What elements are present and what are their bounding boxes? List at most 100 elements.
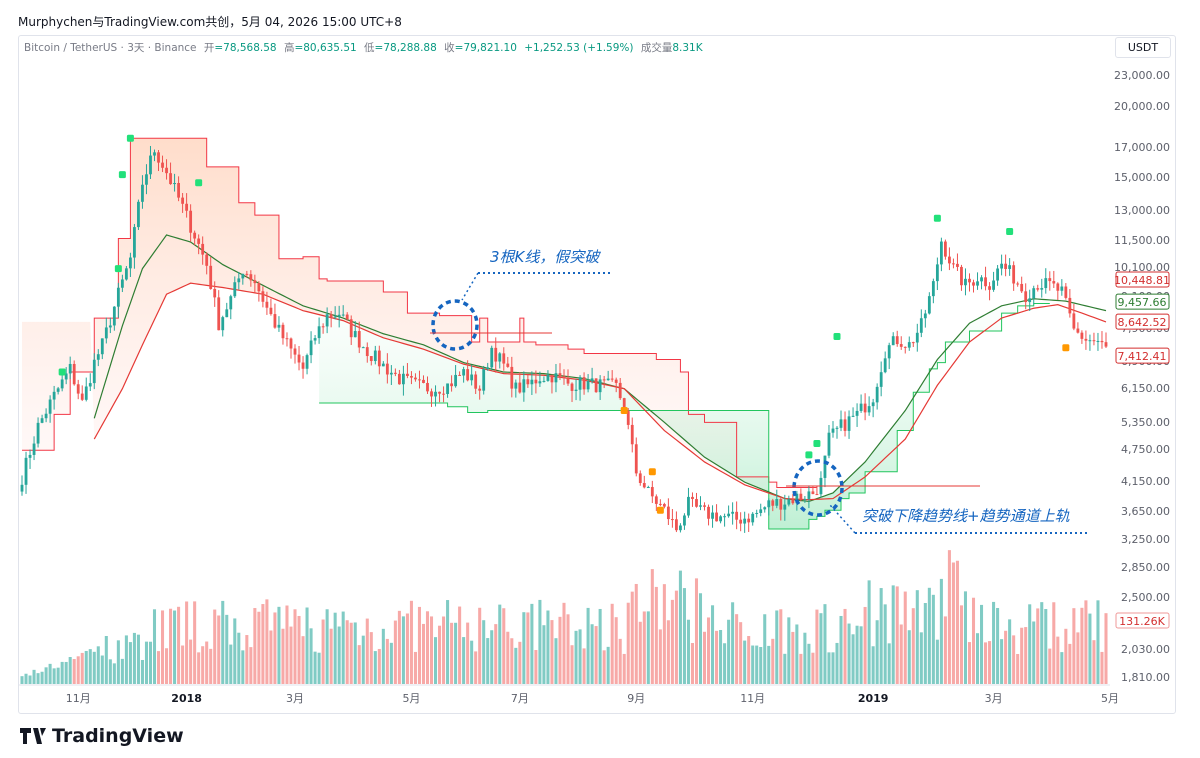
volume-bar bbox=[947, 550, 951, 684]
candle-body bbox=[84, 386, 88, 400]
open-label: 开 bbox=[203, 42, 215, 54]
candle-body bbox=[414, 377, 417, 380]
volume-bar bbox=[470, 640, 474, 684]
volume-bar bbox=[297, 615, 301, 684]
candle-body bbox=[695, 499, 698, 507]
candle-body bbox=[116, 287, 120, 307]
volume-bar bbox=[32, 669, 36, 684]
candle-body bbox=[1036, 288, 1040, 290]
volume-bar bbox=[417, 606, 421, 684]
volume-bar bbox=[369, 632, 373, 684]
candle-body bbox=[100, 338, 104, 355]
candle-body bbox=[634, 444, 638, 474]
currency-button[interactable]: USDT bbox=[1115, 37, 1171, 58]
candle-body bbox=[779, 499, 783, 510]
volume-bar bbox=[80, 652, 84, 684]
high-label: 高 bbox=[283, 42, 295, 54]
candle-body bbox=[165, 167, 168, 174]
candle-body bbox=[1044, 278, 1048, 289]
candle-body bbox=[683, 515, 686, 526]
volume-bar bbox=[980, 604, 984, 684]
candle-body bbox=[273, 314, 277, 328]
volume-bar bbox=[686, 619, 690, 684]
candle-body bbox=[927, 296, 931, 314]
buy-signal-marker bbox=[126, 134, 134, 142]
candle-body bbox=[956, 263, 959, 267]
price-tick-label: 23,000.00 bbox=[1114, 69, 1170, 82]
candle-body bbox=[141, 184, 144, 202]
volume-bar bbox=[289, 626, 293, 684]
volume-bar bbox=[1000, 639, 1004, 684]
volume-bar bbox=[911, 608, 915, 684]
volume-bar bbox=[1088, 613, 1092, 684]
candle-body bbox=[1068, 297, 1072, 314]
candle-body bbox=[157, 152, 160, 163]
candle-body bbox=[434, 391, 437, 397]
candle-body bbox=[442, 393, 445, 395]
volume-bar bbox=[658, 629, 662, 684]
volume-bar bbox=[442, 616, 446, 684]
candle-body bbox=[349, 319, 353, 338]
volume-bar bbox=[883, 604, 887, 684]
volume-bar bbox=[518, 641, 522, 684]
volume-bar bbox=[100, 655, 104, 684]
candle-body bbox=[137, 201, 140, 228]
volume-bar bbox=[622, 653, 626, 684]
candle-body bbox=[466, 369, 470, 381]
volume-bar bbox=[434, 637, 438, 684]
candle-body bbox=[289, 338, 293, 349]
sell-signal-marker bbox=[656, 506, 664, 514]
volume-bar bbox=[1044, 609, 1048, 684]
volume-bar bbox=[763, 614, 767, 684]
candle-body bbox=[747, 518, 751, 523]
price-tag-box bbox=[1115, 271, 1170, 288]
candle-body bbox=[462, 369, 466, 376]
volume-bar bbox=[377, 648, 381, 684]
volume-bar bbox=[767, 645, 771, 684]
candle-body bbox=[691, 496, 694, 500]
volume-bar bbox=[253, 608, 257, 684]
supertrend-down-fill bbox=[22, 138, 817, 500]
volume-bar bbox=[482, 620, 486, 684]
callout-leader bbox=[461, 272, 479, 301]
candle-body bbox=[60, 379, 64, 389]
volume-bar bbox=[783, 653, 787, 684]
candle-body bbox=[514, 382, 518, 389]
volume-bar bbox=[349, 622, 353, 684]
candle-body bbox=[80, 393, 84, 400]
volume-bar bbox=[474, 651, 478, 684]
close-value: =79,821.10 bbox=[454, 42, 517, 54]
price-axis[interactable]: 23,000.00 20,000.00 17,000.00 15,000.00 13,0… bbox=[1114, 69, 1170, 684]
candle-body bbox=[257, 283, 261, 292]
candle-body bbox=[855, 410, 859, 416]
candle-body bbox=[594, 378, 598, 393]
volume-bar bbox=[915, 590, 919, 684]
candle-body bbox=[578, 377, 582, 390]
candle-body bbox=[1016, 283, 1020, 285]
volume-bar bbox=[1004, 630, 1008, 684]
buy-signal-marker bbox=[1006, 228, 1014, 236]
candle-body bbox=[1008, 265, 1012, 269]
volume-bar bbox=[534, 650, 538, 684]
candle-body bbox=[297, 354, 301, 363]
volume-bar bbox=[173, 610, 177, 684]
time-axis[interactable]: 11月20183月5月7月9月11月20193月5月7月9月 bbox=[18, 684, 1200, 705]
candle-body bbox=[305, 355, 309, 369]
volume-bar bbox=[409, 600, 413, 684]
candle-body bbox=[438, 391, 441, 394]
volume-bar bbox=[542, 625, 546, 684]
candle-body bbox=[839, 419, 843, 428]
candle-body bbox=[486, 367, 490, 369]
candle-body bbox=[988, 286, 991, 290]
candle-body bbox=[277, 324, 281, 328]
candle-body bbox=[602, 379, 606, 381]
candle-body bbox=[823, 455, 827, 478]
buy-signal-marker bbox=[933, 214, 941, 222]
candle-body bbox=[851, 415, 855, 417]
volume-bar bbox=[594, 626, 598, 684]
volume-bar bbox=[293, 609, 297, 684]
candle-body bbox=[915, 332, 919, 343]
candle-body bbox=[534, 379, 538, 384]
